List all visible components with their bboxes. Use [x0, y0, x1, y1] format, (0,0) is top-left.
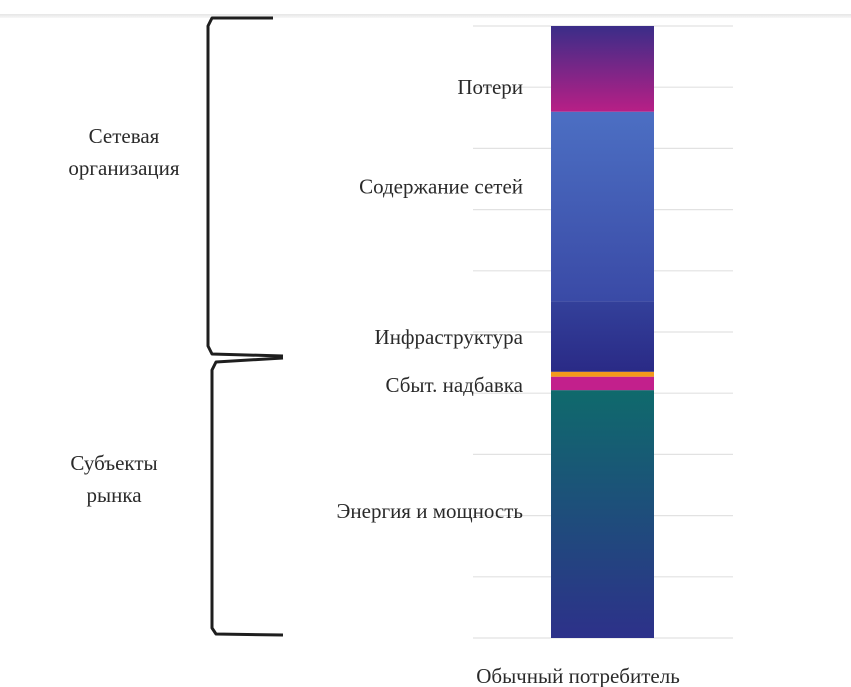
group-label: организация: [68, 156, 180, 180]
top-divider: [0, 14, 851, 18]
segment-label: Потери: [457, 75, 523, 99]
bar-segments: [551, 26, 654, 638]
segment-label: Инфраструктура: [375, 325, 524, 349]
segment-label: Энергия и мощность: [337, 499, 523, 523]
group-brace: [210, 356, 284, 637]
group-labels: Сетевая организация Субъекты рынка: [68, 124, 180, 507]
bar-segment: [551, 390, 654, 638]
bar-segment: [551, 376, 654, 391]
group-label: рынка: [86, 483, 142, 507]
group-label: Субъекты: [70, 451, 157, 475]
group-braces: [206, 16, 284, 637]
segment-label: Содержание сетей: [359, 174, 523, 198]
group-label: Сетевая: [89, 124, 160, 148]
group-brace: [206, 16, 284, 358]
bar-segment: [551, 111, 654, 302]
segment-label: Сбыт. надбавка: [385, 373, 523, 397]
segment-labels: Энергия и мощность Сбыт. надбавка Инфрастр…: [337, 75, 524, 523]
bar-segment: [551, 371, 654, 377]
category-label: Обычный потребитель: [476, 664, 680, 687]
bar-segment: [551, 26, 654, 112]
bar-segment: [551, 301, 654, 372]
